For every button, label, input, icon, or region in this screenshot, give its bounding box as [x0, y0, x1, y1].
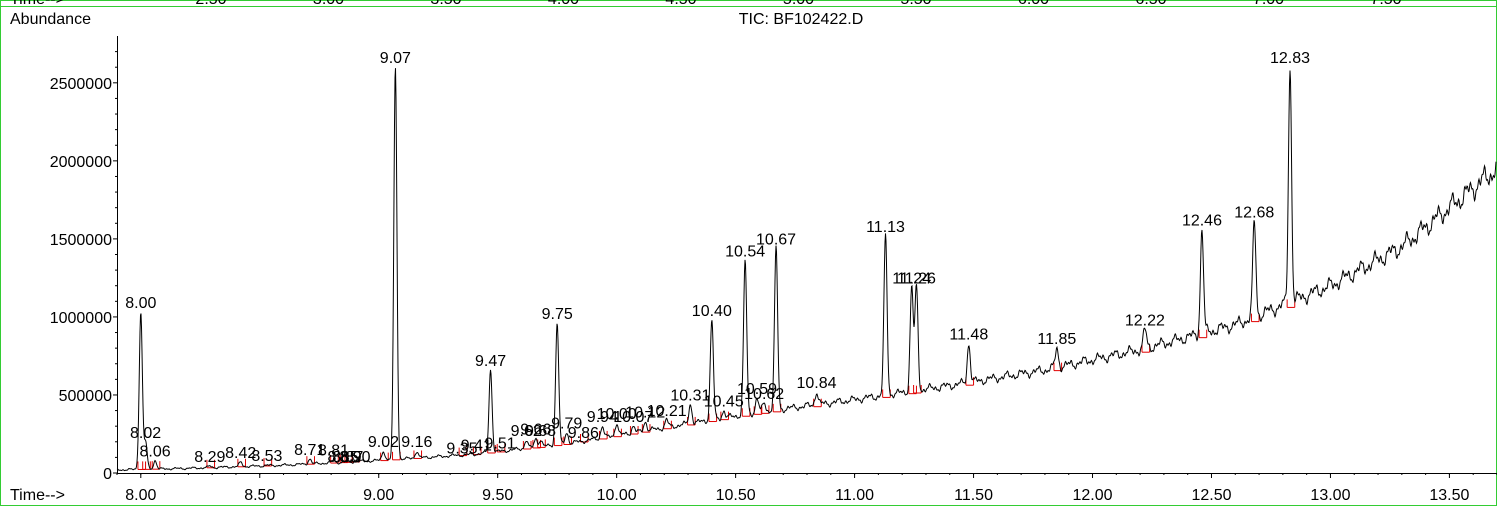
- peak-label: 8.29: [194, 449, 225, 466]
- peak-label: 10.31: [670, 387, 710, 404]
- peak-label: 9.51: [484, 436, 515, 453]
- y-tick-label: 500000: [59, 388, 112, 405]
- top-strip-tick-label: 5.50: [900, 0, 931, 8]
- peak-label: 10.62: [744, 386, 784, 403]
- peak-label: 9.68: [525, 423, 556, 440]
- x-tick-label: 12.00: [1072, 487, 1112, 504]
- peak-label: 8.06: [139, 444, 170, 461]
- y-ticks: 0 500000 1000000 1500000 2000000 2500000: [50, 51, 117, 483]
- peak-label: 9.07: [380, 50, 411, 67]
- top-strip-tick-label: 4.50: [665, 0, 696, 8]
- peak-label: 9.02: [368, 434, 399, 451]
- peak-label: 10.59: [737, 381, 777, 398]
- x-tick-label: 10.00: [597, 487, 637, 504]
- peak-label: 11.85: [1037, 331, 1076, 348]
- peak-label: 10.67: [756, 231, 796, 248]
- y-tick-label: 1500000: [50, 232, 112, 249]
- x-tick-label: 8.00: [125, 487, 156, 504]
- peak-label: 10.07: [613, 409, 653, 426]
- peak-label: 10.12: [625, 404, 665, 421]
- x-tick-label: 11.00: [835, 487, 874, 504]
- peak-label: 10.54: [725, 244, 765, 261]
- peak-label: 9.16: [401, 434, 432, 451]
- peak-label: 9.35: [446, 440, 477, 457]
- x-tick-label: 9.50: [482, 487, 513, 504]
- top-strip-tick-label: 2.50: [195, 0, 226, 8]
- peak-label: 11.24: [892, 270, 931, 287]
- peak-label: 10.84: [796, 375, 836, 392]
- tic-trace: [116, 68, 1497, 472]
- top-strip-tick-label: 6.50: [1135, 0, 1166, 8]
- y-tick-label: 1000000: [50, 310, 112, 327]
- top-strip-tick-label: 3.00: [313, 0, 344, 8]
- x-tick-label: 12.50: [1191, 487, 1231, 504]
- x-ticks: 8.00 8.50 9.00 9.50 10.00 10.50 11.00 11.50 12.0…: [116, 473, 1497, 504]
- y-tick-label: 0: [103, 466, 112, 483]
- peak-label: 11.48: [949, 326, 988, 343]
- peak-label: 8.81: [318, 443, 349, 460]
- top-strip-tick-label: 6.00: [1018, 0, 1049, 8]
- top-strip-tick-label: 3.50: [430, 0, 461, 8]
- peak-label: 8.71: [294, 442, 325, 459]
- y-tick-label: 2000000: [50, 154, 112, 171]
- top-strip-label: Time-->: [10, 0, 65, 8]
- peak-label: 12.83: [1270, 50, 1310, 67]
- peak-label: 9.79: [551, 415, 582, 432]
- peak-label: 9.75: [542, 306, 573, 323]
- peak-label: 12.46: [1182, 213, 1222, 230]
- x-axis-label: Time-->: [10, 487, 65, 504]
- peak-label: 8.90: [339, 449, 370, 466]
- peak-label: 10.45: [704, 394, 744, 411]
- y-tick-label: 2500000: [50, 76, 112, 93]
- y-axis-label: Abundance: [10, 11, 91, 28]
- x-tick-label: 13.50: [1429, 487, 1469, 504]
- peak-label: 8.02: [130, 425, 161, 442]
- top-strip-tick-label: 5.00: [783, 0, 814, 8]
- peak-label: 9.86: [568, 425, 599, 442]
- peak-label: 8.53: [251, 448, 282, 465]
- top-strip-tick-label: 7.50: [1370, 0, 1401, 8]
- peak-label: 9.94: [587, 409, 618, 426]
- peak-labels: 8.00 8.02 8.06 8.29 8.428.53 8.718.818.858.87…: [125, 50, 1310, 466]
- chart-title: TIC: BF102422.D: [739, 11, 864, 28]
- peak-label: 10.00: [597, 406, 637, 423]
- top-strip-tick-label: 4.00: [548, 0, 579, 8]
- peak-label: 8.42: [225, 445, 256, 462]
- peak-label: 9.66: [520, 422, 551, 439]
- x-tick-label: 9.00: [363, 487, 394, 504]
- peak-label: 9.47: [475, 353, 506, 370]
- top-strip-tick-label: 7.00: [1253, 0, 1284, 8]
- peak-label: 8.85: [327, 449, 358, 466]
- peak-label: 9.62: [511, 423, 542, 440]
- peak-label: 12.22: [1125, 312, 1165, 329]
- peak-label: 8.00: [125, 295, 156, 312]
- peak-label: 10.21: [647, 403, 687, 420]
- peak-label: 11.26: [897, 270, 936, 287]
- peak-label: 10.40: [692, 303, 732, 320]
- peak-label: 9.41: [461, 437, 492, 454]
- peak-label: 8.87: [332, 449, 363, 466]
- top-time-strip: Time--> 2.50 3.00 3.50 4.00 4.50 5.00 5.50 6.00…: [0, 0, 1497, 8]
- peak-label: 12.68: [1234, 205, 1274, 222]
- peak-label: 11.13: [866, 219, 905, 236]
- x-tick-label: 13.00: [1310, 487, 1350, 504]
- x-tick-label: 10.50: [716, 487, 756, 504]
- x-tick-label: 8.50: [244, 487, 275, 504]
- x-tick-label: 11.50: [954, 487, 993, 504]
